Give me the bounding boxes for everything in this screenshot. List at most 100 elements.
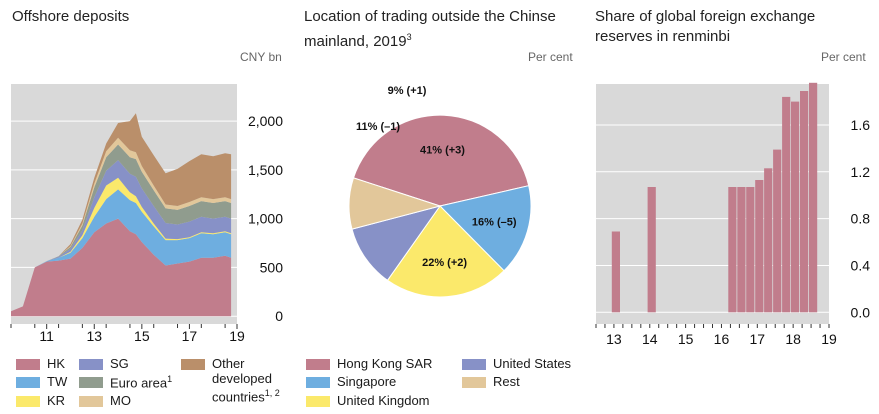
trading-title-line1: Location of trading outside the Chinse [304, 8, 556, 25]
x-tick-label: 18 [785, 331, 801, 347]
x-tick-label: 13 [86, 328, 102, 344]
x-tick-label: 13 [606, 331, 622, 347]
legend-label-singapore: Singapore [337, 374, 397, 389]
x-tick-label: 16 [714, 331, 730, 347]
pie-slice-singapore [439, 185, 532, 272]
bar [764, 168, 773, 313]
legend-item-singapore: Singapore [306, 374, 396, 389]
legend-label-mo: MO [110, 393, 131, 408]
y-tick-label: 2,000 [248, 113, 283, 129]
x-tick-label: 11 [39, 328, 54, 344]
bar [755, 180, 764, 313]
legend-label-hong-kong: Hong Kong SAR [337, 356, 433, 371]
y-tick-label: 0.8 [851, 211, 871, 227]
reserves-panel: Share of global foreign exchange reserve… [585, 0, 879, 414]
deposits-title: Offshore deposits [12, 8, 130, 25]
pie-slice-united-kingdom [386, 205, 505, 298]
pie-label: 9% (+1) [388, 85, 427, 97]
bar [611, 231, 620, 313]
y-tick-label: 500 [260, 259, 284, 275]
legend-item-united-kingdom: United Kingdom [306, 393, 430, 408]
legend-item-euro: Euro area1 [79, 374, 172, 390]
pie-label: 22% (+2) [422, 257, 467, 269]
legend-sup-euro: 1 [167, 374, 173, 384]
pie-slice-rest [348, 177, 442, 230]
trading-unit: Per cent [528, 50, 573, 64]
legend-label-tw: TW [47, 374, 68, 389]
deposits-panel: Offshore deposits CNY bn 0 500 1,000 1,500 2… [0, 0, 290, 414]
bar [773, 149, 782, 313]
area-series-tw [11, 189, 232, 312]
bar [800, 91, 809, 313]
legend-swatch-euro [79, 377, 103, 388]
pie-slice-hong-kong-sar [352, 114, 530, 207]
pie-label: 16% (–5) [472, 217, 517, 229]
legend-swatch-united-states [462, 359, 486, 370]
y-tick-label: 0.0 [851, 304, 871, 320]
legend-item-united-states: United States [462, 356, 571, 371]
legend-label-hk: HK [47, 356, 66, 371]
y-tick-label: 1.6 [851, 117, 871, 133]
trading-panel: Location of trading outside the Chinse m… [290, 0, 585, 414]
legend-label-euro: Euro area1 [110, 374, 173, 391]
y-tick-label: 0.4 [851, 257, 871, 273]
legend-swatch-singapore [306, 377, 330, 388]
bar [746, 187, 755, 313]
legend-swatch-rest [462, 377, 486, 388]
reserves-unit: Per cent [821, 50, 866, 64]
deposits-chart: 0 500 1,000 1,500 2,000 11 13 15 17 19 [10, 113, 284, 344]
trading-title-sup: 3 [406, 32, 412, 42]
x-tick-label: 17 [182, 328, 198, 344]
y-tick-label: 1,500 [248, 162, 283, 178]
x-tick-label: 15 [678, 331, 694, 347]
pie-label: 41% (+3) [420, 145, 465, 157]
deposits-unit: CNY bn [240, 50, 282, 64]
reserves-title-line1: Share of global foreign exchange [595, 8, 816, 25]
legend-label-sg: SG [110, 356, 129, 371]
legend-item-hk: HK [16, 356, 65, 371]
pie-label: 11% (–1) [356, 121, 400, 133]
legend-swatch-other [181, 359, 205, 370]
bar [728, 187, 737, 313]
area-series-hk [11, 218, 232, 317]
trading-title-line2: mainland, 20193 [304, 32, 412, 50]
y-tick-label: 1.2 [851, 164, 871, 180]
trading-pie-chart: 41% (+3) 16% (–5) 22% (+2) 11% (–1) 9% (+1) [348, 85, 532, 298]
legend-swatch-sg [79, 359, 103, 370]
legend-item-rest: Rest [462, 374, 520, 389]
legend-swatch-mo [79, 396, 103, 407]
reserves-title-line2: reserves in renminbi [595, 28, 731, 45]
legend-item-mo: MO [79, 393, 131, 408]
legend-label-kr: KR [47, 393, 66, 408]
reserves-chart: 0.0 0.4 0.8 1.2 1.6 13 14 15 16 17 18 19 [595, 82, 871, 347]
bar [782, 96, 791, 313]
bar [737, 187, 746, 313]
legend-item-hong-kong: Hong Kong SAR [306, 356, 432, 371]
legend-item-sg: SG [79, 356, 129, 371]
legend-label-united-states: United States [493, 356, 572, 371]
trading-title: Location of trading outside the Chinse m… [304, 7, 584, 52]
x-tick-label: 19 [821, 331, 837, 347]
x-tick-label: 15 [134, 328, 150, 344]
reserves-title: Share of global foreign exchange reserve… [595, 7, 875, 47]
legend-swatch-hong-kong [306, 359, 330, 370]
legend-sup-other: 1, 2 [264, 388, 280, 398]
y-tick-label: 1,000 [248, 211, 283, 227]
bar [647, 187, 656, 313]
legend-swatch-tw [16, 377, 40, 388]
legend-item-other: Other developed countries1, 2 [181, 356, 297, 404]
legend-swatch-hk [16, 359, 40, 370]
legend-swatch-kr [16, 396, 40, 407]
y-tick-label: 0 [275, 308, 283, 324]
x-tick-label: 14 [642, 331, 658, 347]
x-tick-label: 17 [750, 331, 766, 347]
legend-item-tw: TW [16, 374, 67, 389]
legend-label-other: Other developed countries1, 2 [212, 356, 280, 405]
legend-label-united-kingdom: United Kingdom [337, 393, 430, 408]
legend-label-rest: Rest [493, 374, 520, 389]
bar [809, 82, 818, 313]
legend-swatch-united-kingdom [306, 396, 330, 407]
x-tick-label: 19 [229, 328, 245, 344]
area-series-sg [11, 160, 232, 312]
legend-item-kr: KR [16, 393, 65, 408]
